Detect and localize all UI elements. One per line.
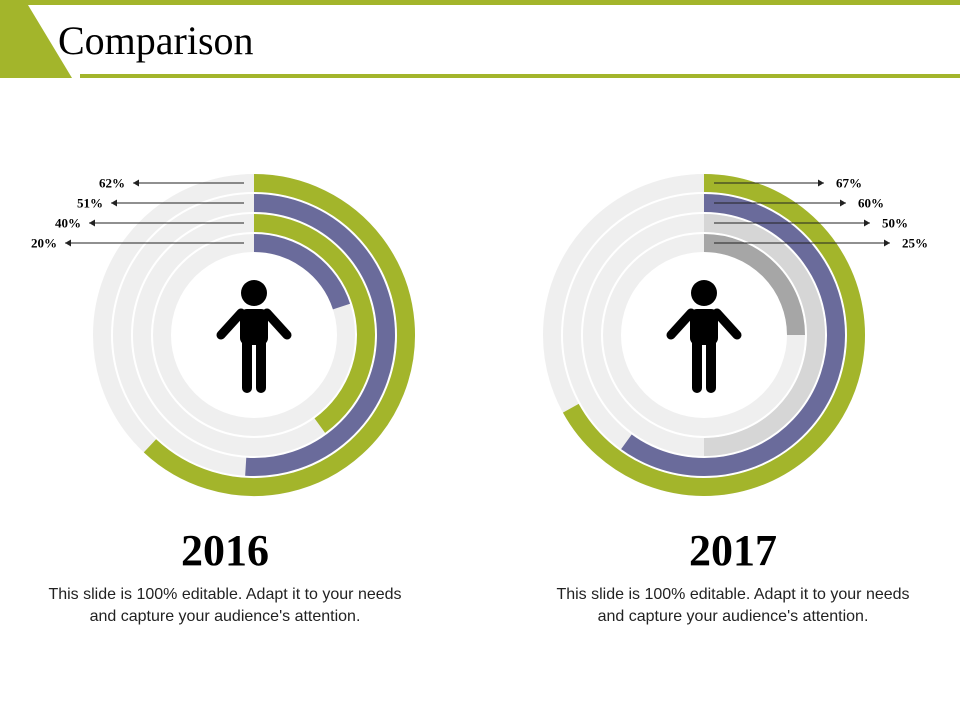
arrow-head [111, 199, 117, 207]
percent-label: 67% [836, 176, 862, 191]
chart-2016-caption: This slide is 100% editable. Adapt it to… [48, 586, 402, 625]
percent-label: 50% [882, 216, 908, 231]
corner-accent-triangle [0, 5, 72, 78]
arrow-head [840, 199, 846, 207]
ring-arc-62% [143, 174, 415, 496]
chart-2017-caption: This slide is 100% editable. Adapt it to… [556, 586, 910, 625]
arrow-head [65, 239, 71, 247]
ring-arc-67% [562, 174, 865, 496]
percent-label: 51% [77, 196, 103, 211]
radial-chart-2016: 62% 51% 40% 20% [31, 174, 415, 496]
top-accent-bar [0, 0, 960, 5]
arrow-head [133, 179, 139, 187]
slide-title: Comparison [58, 18, 254, 63]
arrow-head [818, 179, 824, 187]
chart-2016-year: 2016 [181, 526, 269, 575]
ring-arc-40% [253, 214, 375, 433]
percent-label: 25% [902, 236, 928, 251]
ring-arc-25% [703, 234, 805, 336]
radial-chart-2017: 67% 60% 50% 25% [543, 174, 928, 496]
title-underline [80, 74, 960, 78]
percent-label: 62% [99, 176, 125, 191]
ring-arc-60% [621, 194, 845, 476]
percent-label: 20% [31, 236, 57, 251]
arrow-head [864, 219, 870, 227]
ring-arc-20% [253, 234, 351, 310]
arrow-head [89, 219, 95, 227]
ring-arc-51% [245, 194, 395, 476]
ring-arc-50% [703, 214, 825, 456]
arrow-head [884, 239, 890, 247]
person-icon [666, 280, 742, 393]
percent-label: 60% [858, 196, 884, 211]
chart-2017-year: 2017 [689, 526, 777, 575]
percent-label: 40% [55, 216, 81, 231]
person-icon [216, 280, 292, 393]
